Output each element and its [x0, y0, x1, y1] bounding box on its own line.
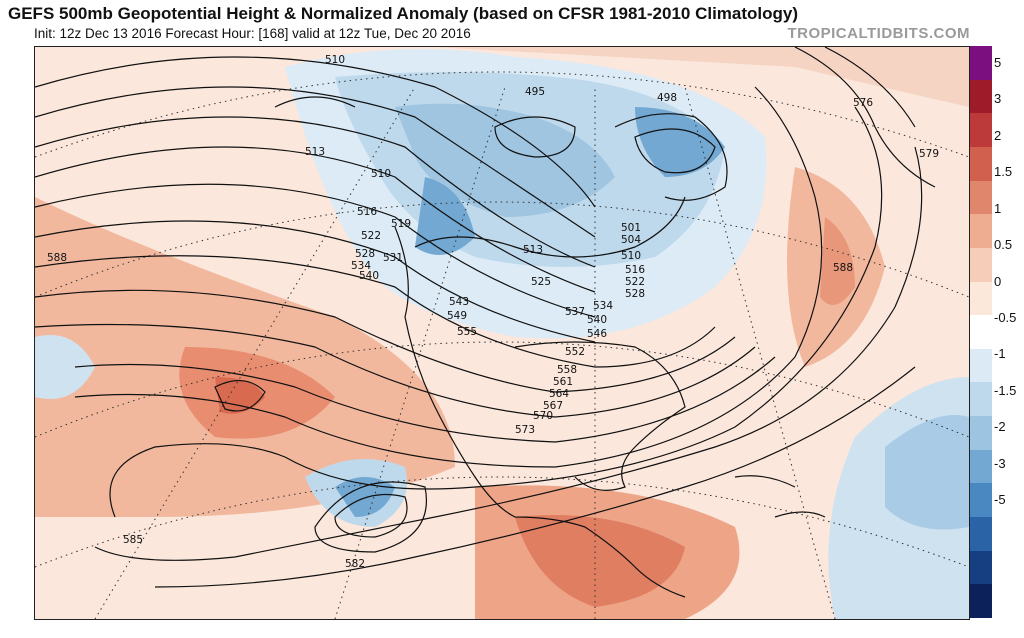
contour-label: 567 — [543, 400, 563, 412]
contour-label: 582 — [345, 558, 365, 570]
colorbar-tick-label: 0 — [994, 273, 1002, 289]
contour-label: 516 — [625, 264, 645, 276]
contour-label: 495 — [525, 86, 545, 98]
contour-label: 528 — [355, 248, 375, 260]
colorbar-segment — [970, 113, 992, 148]
colorbar-tick-label: -1.5 — [994, 382, 1017, 398]
map-panel: 510 513 510 516 519 522 528 531 534 540 … — [34, 46, 970, 620]
contour-label: 498 — [657, 92, 677, 104]
contour-label: 540 — [359, 270, 379, 282]
contour-label: 522 — [361, 230, 381, 242]
map-canvas: 510 513 510 516 519 522 528 531 534 540 … — [35, 47, 969, 619]
contour-label: 513 — [523, 244, 543, 256]
contour-label: 537 — [565, 306, 585, 318]
colorbar-tick-label: 1.5 — [994, 164, 1013, 180]
contour-label: 564 — [549, 388, 569, 400]
contour-label: 534 — [351, 260, 371, 272]
height-contours — [35, 47, 936, 588]
colorbar-tick-label: 5 — [994, 54, 1002, 70]
credit-watermark: TROPICALTIDBITS.COM — [787, 25, 970, 42]
colorbar-segment — [970, 214, 992, 249]
contour-label: 555 — [457, 326, 477, 338]
colorbar-segment — [970, 247, 992, 283]
contour-label: 558 — [557, 364, 577, 376]
contour-label: 516 — [357, 206, 377, 218]
contour-label: 573 — [515, 424, 535, 436]
contour-label: 522 — [625, 276, 645, 288]
colorbar-tick-label: 3 — [994, 91, 1002, 107]
colorbar-segment — [970, 449, 992, 484]
map-subtitle: Init: 12z Dec 13 2016 Forecast Hour: [16… — [34, 26, 471, 41]
colorbar-segment — [970, 281, 992, 316]
colorbar-tick-label: -1 — [994, 346, 1006, 362]
contour-label: 585 — [123, 534, 143, 546]
colorbar-segment — [970, 180, 992, 215]
coastlines — [274, 96, 826, 598]
contour-label: 525 — [531, 276, 551, 288]
colorbar-tick-label: -0.5 — [994, 309, 1017, 325]
colorbar-segment — [970, 315, 992, 350]
contour-label: 552 — [565, 346, 585, 358]
colorbar-segment — [970, 79, 992, 114]
colorbar-segment — [970, 382, 992, 417]
contour-label: 540 — [587, 314, 607, 326]
contour-label: 561 — [553, 376, 573, 388]
colorbar-tick-label: 1 — [994, 200, 1002, 216]
contour-label: 549 — [447, 310, 467, 322]
colorbar-segment — [970, 550, 992, 585]
contour-label: 513 — [305, 146, 325, 158]
anomaly-colorbar — [970, 46, 992, 619]
contour-label: 546 — [587, 328, 607, 340]
contour-label: 588 — [833, 262, 853, 274]
colorbar-segment — [970, 416, 992, 451]
map-title: GEFS 500mb Geopotential Height & Normali… — [8, 4, 799, 23]
colorbar-tick-label: 0.5 — [994, 237, 1013, 253]
contour-labels: 510 513 510 516 519 522 528 531 534 540 … — [47, 54, 939, 570]
colorbar-tick-label: -3 — [994, 455, 1006, 471]
contour-label: 570 — [533, 410, 553, 422]
contour-label: 576 — [853, 97, 873, 109]
contour-label: 528 — [625, 288, 645, 300]
contour-label: 531 — [383, 252, 403, 264]
contour-label: 510 — [621, 250, 641, 262]
colorbar-segment — [970, 348, 992, 383]
colorbar-segment — [970, 46, 992, 81]
contour-label: 588 — [47, 252, 67, 264]
colorbar-segment — [970, 517, 992, 552]
anomaly-shading — [35, 47, 969, 619]
contour-label: 510 — [325, 54, 345, 66]
colorbar-segment — [970, 146, 992, 182]
contour-label: 504 — [621, 234, 641, 246]
contour-label: 519 — [391, 218, 411, 230]
contour-label: 579 — [919, 148, 939, 160]
contour-label: 543 — [449, 296, 469, 308]
graticule — [35, 71, 969, 619]
colorbar-segment — [970, 483, 992, 518]
colorbar-tick-label: -2 — [994, 419, 1006, 435]
colorbar-tick-label: -5 — [994, 492, 1006, 508]
contour-label: 501 — [621, 222, 641, 234]
contour-label: 510 — [371, 168, 391, 180]
colorbar-tick-label: 2 — [994, 127, 1002, 143]
colorbar-segment — [970, 584, 992, 619]
contour-label: 534 — [593, 300, 613, 312]
